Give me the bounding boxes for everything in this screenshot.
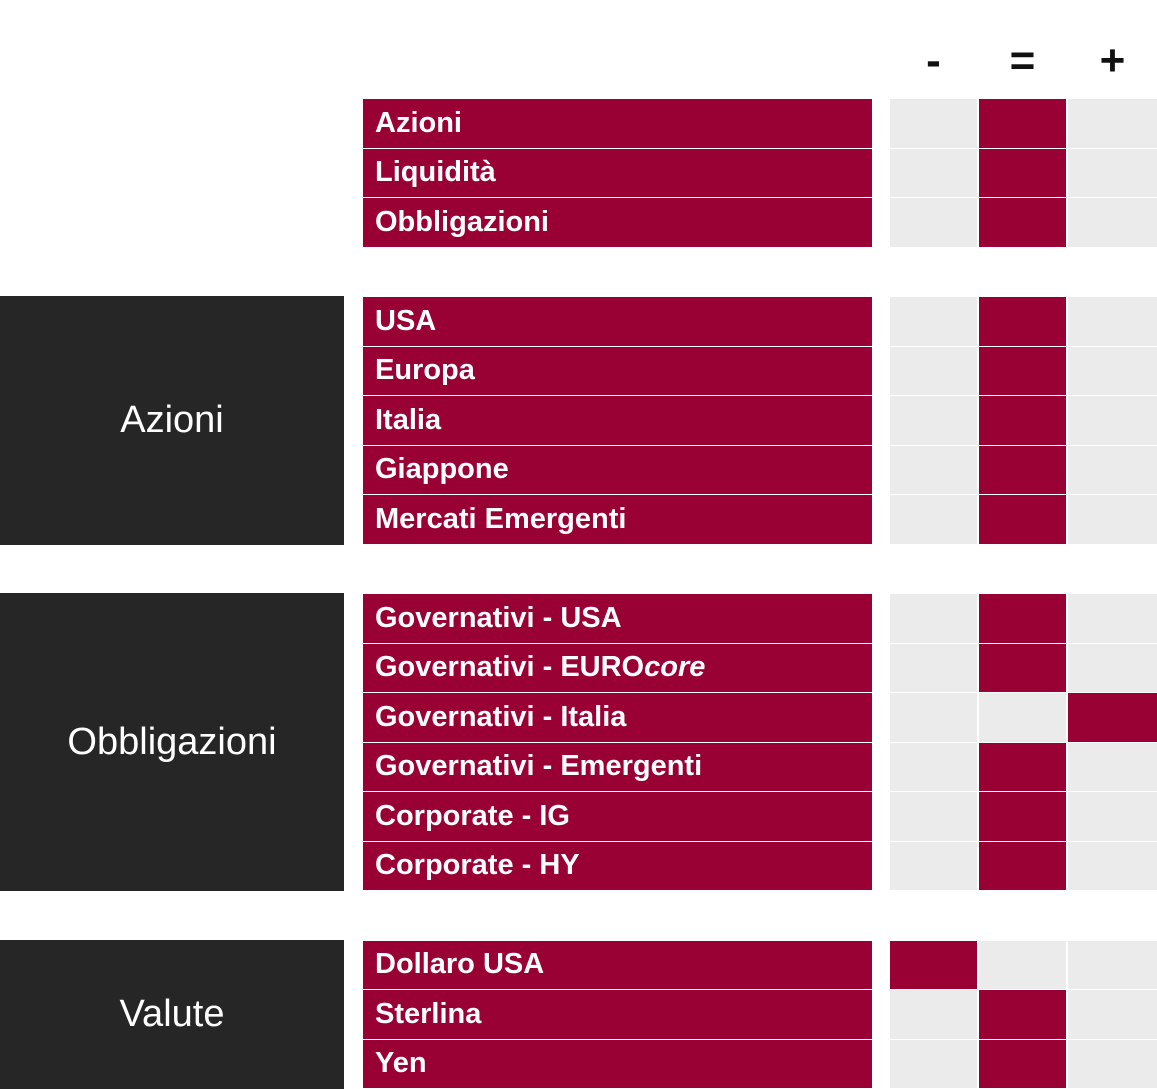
row-label-text: Corporate - HY <box>375 849 580 882</box>
rating-cell <box>890 594 977 643</box>
row-label: Governativi - USA <box>363 594 872 643</box>
rating-cell <box>1068 594 1157 643</box>
rating-cell <box>979 346 1066 395</box>
rating-cell <box>979 742 1066 791</box>
row-label-text: Giappone <box>375 453 509 486</box>
row-label-text: Azioni <box>375 106 462 139</box>
row-label-text: Governativi - USA <box>375 601 622 634</box>
rating-cell <box>890 990 977 1039</box>
rating-cell <box>1068 643 1157 692</box>
row-label-text: Dollaro USA <box>375 948 545 981</box>
rating-cell <box>979 940 1066 989</box>
row-label: Corporate - IG <box>363 792 872 841</box>
rating-cell <box>1068 495 1157 544</box>
group-label: Azioni <box>0 296 344 545</box>
rating-cell <box>979 1039 1066 1088</box>
row-label-italic: core <box>644 651 706 684</box>
rating-cell <box>890 693 977 742</box>
rating-cell <box>890 940 977 989</box>
rating-cell <box>979 198 1066 247</box>
rating-cell <box>979 445 1066 494</box>
rating-cell <box>1068 445 1157 494</box>
rating-cell <box>979 643 1066 692</box>
row-label-text: Governativi - Emergenti <box>375 750 703 783</box>
rating-cell <box>1068 297 1157 346</box>
row-label-text: Yen <box>375 1047 427 1080</box>
column-header: + <box>1099 36 1126 85</box>
rating-cell <box>1068 940 1157 989</box>
rating-cell <box>979 99 1066 148</box>
rating-cell <box>979 396 1066 445</box>
row-label: Governativi - Emergenti <box>363 742 872 791</box>
rating-cell <box>1068 1039 1157 1088</box>
row-label: Mercati Emergenti <box>363 495 872 544</box>
rating-cell <box>1068 346 1157 395</box>
group-label: Valute <box>0 939 344 1089</box>
rating-cell <box>979 792 1066 841</box>
rating-cell <box>979 990 1066 1039</box>
row-label-text: Sterlina <box>375 997 482 1030</box>
row-label-text: USA <box>375 304 437 337</box>
rating-cell <box>979 495 1066 544</box>
row-label-text: Mercati Emergenti <box>375 502 627 535</box>
rating-cell <box>890 495 977 544</box>
row-label-text: Governativi - EURO <box>375 651 645 684</box>
row-label: Azioni <box>363 99 872 148</box>
rating-cell <box>890 148 977 197</box>
row-label-text: Europa <box>375 354 475 387</box>
row-label: Sterlina <box>363 990 872 1039</box>
row-label-text: Corporate - IG <box>375 799 570 832</box>
column-header: - <box>926 36 941 85</box>
rating-cell <box>979 841 1066 890</box>
rating-cell <box>890 396 977 445</box>
rating-cell <box>890 297 977 346</box>
rating-cell <box>1068 396 1157 445</box>
row-label: Liquidità <box>363 148 872 197</box>
row-label: Giappone <box>363 445 872 494</box>
row-label: Yen <box>363 1039 872 1088</box>
row-label: Europa <box>363 346 872 395</box>
row-label: Dollaro USA <box>363 940 872 989</box>
rating-cell <box>1068 198 1157 247</box>
rating-cell <box>890 346 977 395</box>
rating-cell <box>890 99 977 148</box>
rating-cell <box>890 1039 977 1088</box>
rating-cell <box>979 148 1066 197</box>
row-label: Governativi - EURO core <box>363 643 872 692</box>
rating-cell <box>890 841 977 890</box>
rating-cell <box>890 742 977 791</box>
row-label: Obbligazioni <box>363 198 872 247</box>
row-label: USA <box>363 297 872 346</box>
column-header: = <box>1009 36 1036 85</box>
row-label: Governativi - Italia <box>363 693 872 742</box>
rating-cell <box>1068 99 1157 148</box>
rating-cell <box>979 594 1066 643</box>
rating-cell <box>1068 148 1157 197</box>
row-label-text: Governativi - Italia <box>375 700 627 733</box>
rating-cell <box>1068 693 1157 742</box>
rating-cell <box>890 445 977 494</box>
rating-cell <box>1068 792 1157 841</box>
rating-cell <box>1068 990 1157 1039</box>
rating-cell <box>979 693 1066 742</box>
row-label: Corporate - HY <box>363 841 872 890</box>
rating-cell <box>890 198 977 247</box>
row-label-text: Obbligazioni <box>375 205 549 238</box>
rating-cell <box>979 297 1066 346</box>
rating-cell <box>1068 742 1157 791</box>
row-label-text: Liquidità <box>375 156 496 189</box>
rating-cell <box>890 792 977 841</box>
rating-cell <box>890 643 977 692</box>
row-label: Italia <box>363 396 872 445</box>
rating-cell <box>1068 841 1157 890</box>
row-label-text: Italia <box>375 403 442 436</box>
group-label: Obbligazioni <box>0 593 344 891</box>
